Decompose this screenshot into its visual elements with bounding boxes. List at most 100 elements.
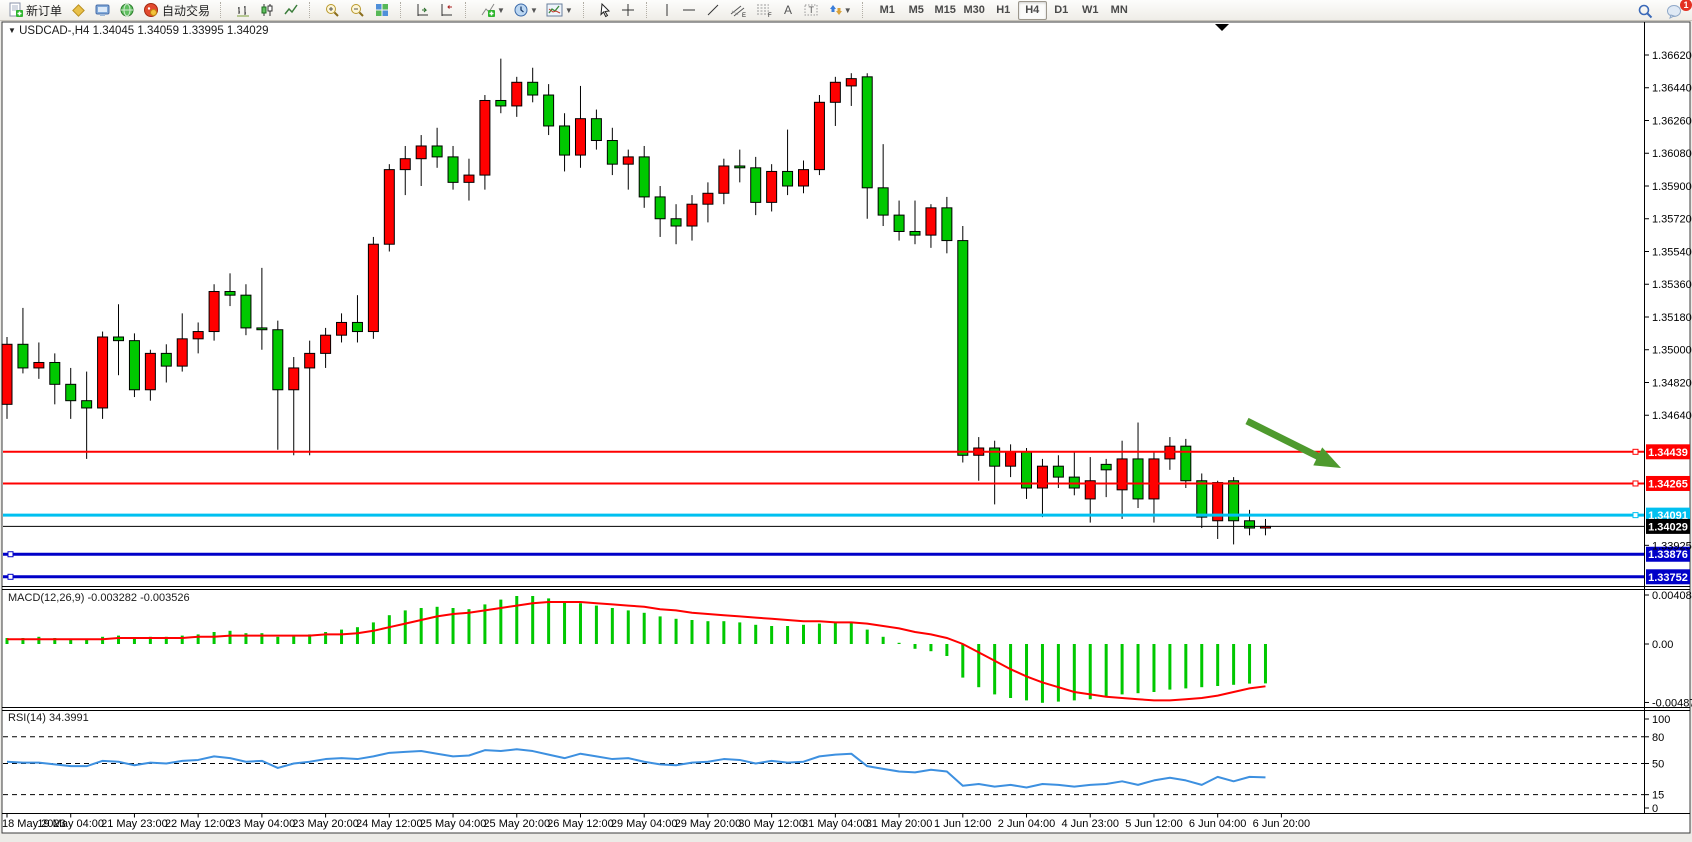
globe-icon	[120, 3, 134, 17]
svg-text:T: T	[808, 5, 814, 15]
rsi-tick-label: 80	[1652, 732, 1664, 744]
macd-histogram-bar	[786, 626, 790, 644]
macd-histogram-bar	[1088, 644, 1092, 700]
price-tick-label: 1.34640	[1652, 410, 1692, 422]
candle-body	[399, 158, 411, 171]
candle-body	[734, 165, 746, 169]
collapse-triangle-icon[interactable]: ▼	[8, 26, 16, 35]
hline-tool-button[interactable]	[677, 0, 701, 20]
arrows-tool-button[interactable]: ▼	[823, 0, 856, 20]
auto-scroll-icon	[417, 4, 429, 16]
chart-shift-button[interactable]	[435, 0, 459, 20]
macd-histogram-bar	[993, 644, 997, 695]
channel-tool-button[interactable]: E	[725, 0, 751, 20]
metaquotes-button[interactable]	[66, 0, 90, 20]
macd-signal-line	[7, 601, 1266, 702]
text-icon: A	[784, 3, 792, 17]
trendline-tool-button[interactable]	[701, 0, 725, 20]
macd-histogram-bar	[212, 632, 216, 644]
candle-body	[925, 207, 937, 236]
svg-text:A: A	[784, 3, 792, 17]
fibonacci-tool-button[interactable]: F	[751, 0, 777, 20]
price-tick-label: 1.35180	[1652, 312, 1692, 324]
templates-button[interactable]: ▼	[542, 0, 577, 20]
macd-histogram-bar	[276, 636, 280, 644]
candlestick-mode-button[interactable]	[255, 0, 279, 20]
timeframe-button-w1[interactable]: W1	[1081, 4, 1099, 16]
line-anchor-handle[interactable]	[1632, 512, 1639, 519]
indicators-button[interactable]: ▼	[476, 0, 509, 20]
chart-shift-marker[interactable]	[1215, 24, 1229, 31]
time-tick-label: 19 May 04:00	[37, 818, 104, 830]
vline-tool-button[interactable]	[657, 0, 677, 20]
timeframe-button-m15[interactable]: M15	[934, 4, 956, 16]
line-anchor-handle[interactable]	[1632, 448, 1639, 455]
trend-arrow-head[interactable]	[1313, 447, 1341, 468]
text-tool-button[interactable]: A	[777, 0, 799, 20]
candle-body	[1, 343, 13, 405]
candle-body	[415, 145, 427, 160]
timeframe-button-m30[interactable]: M30	[963, 4, 985, 16]
notifications-button[interactable]: 1	[1662, 0, 1692, 21]
macd-histogram-bar	[547, 598, 551, 644]
timeframe-button-m1[interactable]: M1	[879, 4, 895, 16]
trend-arrow-shaft[interactable]	[1245, 417, 1323, 462]
macd-histogram-bar	[499, 599, 503, 644]
rsi-tick-label: 50	[1652, 759, 1664, 771]
candle-body	[224, 291, 236, 296]
tile-windows-icon	[376, 4, 389, 16]
time-tick-label: 29 May 04:00	[611, 818, 678, 830]
toolbar-separator	[645, 2, 653, 18]
macd-histogram-bar	[690, 620, 694, 644]
autotrading-button[interactable]: 自动交易	[139, 0, 214, 20]
timeframe-button-d1[interactable]: D1	[1054, 4, 1069, 16]
zoom-out-button[interactable]	[345, 0, 370, 20]
chevron-down-icon: ▼	[529, 5, 538, 15]
candle-body	[272, 329, 284, 391]
macd-histogram-bar	[929, 644, 933, 652]
macd-histogram-bar	[1040, 644, 1044, 703]
auto-scroll-button[interactable]	[411, 0, 435, 20]
notification-badge: 1	[1680, 0, 1692, 11]
candle-body	[989, 447, 1001, 467]
community-button[interactable]	[115, 0, 139, 20]
candle-body	[336, 321, 348, 336]
timeframe-button-mn[interactable]: MN	[1110, 4, 1128, 16]
line-chart-mode-button[interactable]	[279, 0, 303, 20]
rsi-value: 34.3991	[48, 712, 89, 724]
timeframe-button-h4[interactable]: H4	[1017, 0, 1047, 20]
rsi-tick-label: 0	[1652, 803, 1658, 815]
crosshair-tool-button[interactable]	[616, 0, 640, 20]
periods-button[interactable]: ▼	[509, 0, 542, 20]
zoom-in-button[interactable]	[320, 0, 345, 20]
bar-chart-mode-button[interactable]	[231, 0, 255, 20]
macd-histogram-bar	[340, 629, 344, 644]
candle-body	[288, 367, 300, 391]
candlestick-icon	[261, 4, 273, 16]
timeframe-button-m5[interactable]: M5	[908, 4, 924, 16]
macd-histogram-bar	[53, 638, 57, 644]
macd-histogram-bar	[371, 622, 375, 644]
search-button[interactable]	[1633, 1, 1658, 21]
candle-body	[543, 94, 555, 127]
terminal-button[interactable]	[90, 0, 115, 20]
macd-histogram-bar	[148, 636, 152, 644]
rsi-line	[6, 748, 1266, 789]
line-anchor-handle[interactable]	[7, 551, 14, 558]
tile-windows-button[interactable]	[370, 0, 394, 20]
candle-body	[81, 400, 93, 409]
line-anchor-handle[interactable]	[1632, 480, 1639, 487]
cursor-tool-button[interactable]	[594, 0, 616, 20]
price-label-box	[1646, 546, 1690, 562]
new-order-button[interactable]: 新订单	[4, 0, 66, 20]
candle-body	[527, 81, 539, 96]
timeframe-button-h1[interactable]: H1	[996, 4, 1011, 16]
candle-body	[320, 334, 332, 354]
line-anchor-handle[interactable]	[7, 573, 14, 580]
equidistant-channel-icon: E	[730, 5, 746, 18]
macd-histogram-bar	[833, 622, 837, 644]
candle-body	[654, 196, 666, 220]
text-label-tool-button[interactable]: T	[799, 0, 823, 20]
candle-body	[17, 343, 29, 369]
